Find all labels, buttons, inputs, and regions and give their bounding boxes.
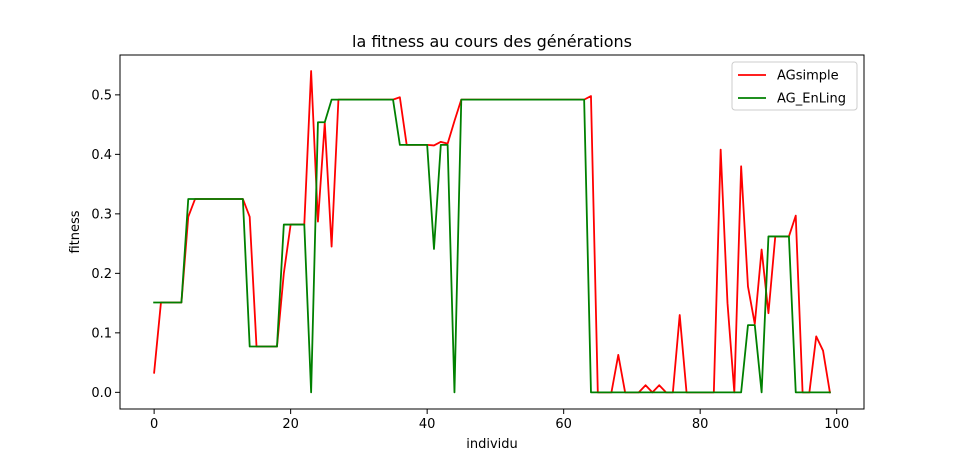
- legend: AGsimple AG_EnLing: [731, 61, 858, 111]
- x-tick-label: 60: [555, 417, 572, 432]
- legend-label: AGsimple: [777, 69, 839, 84]
- y-axis: 0.0 0.1 0.2 0.3 0.4 0.5: [91, 88, 120, 401]
- chart-title: la fitness au cours des générations: [352, 32, 632, 51]
- x-axis: 0 20 40 60 80 100: [150, 409, 849, 432]
- x-tick-label: 80: [692, 417, 709, 432]
- y-tick-label: 0.1: [91, 326, 112, 341]
- y-tick-label: 0.5: [91, 88, 112, 103]
- x-tick-label: 100: [824, 417, 849, 432]
- series-line-ag-enling: [153, 98, 831, 394]
- axes-frame: [119, 54, 865, 410]
- legend-label: AG_EnLing: [777, 92, 846, 107]
- y-tick-label: 0.0: [91, 386, 112, 401]
- y-tick-label: 0.4: [91, 148, 112, 163]
- series-layer: [153, 70, 831, 394]
- x-tick-label: 20: [282, 417, 299, 432]
- y-axis-label: fitness: [68, 210, 83, 253]
- y-tick-label: 0.2: [91, 267, 112, 282]
- x-tick-label: 40: [419, 417, 436, 432]
- x-axis-label: individu: [466, 437, 518, 452]
- y-tick-label: 0.3: [91, 207, 112, 222]
- x-tick-label: 0: [150, 417, 158, 432]
